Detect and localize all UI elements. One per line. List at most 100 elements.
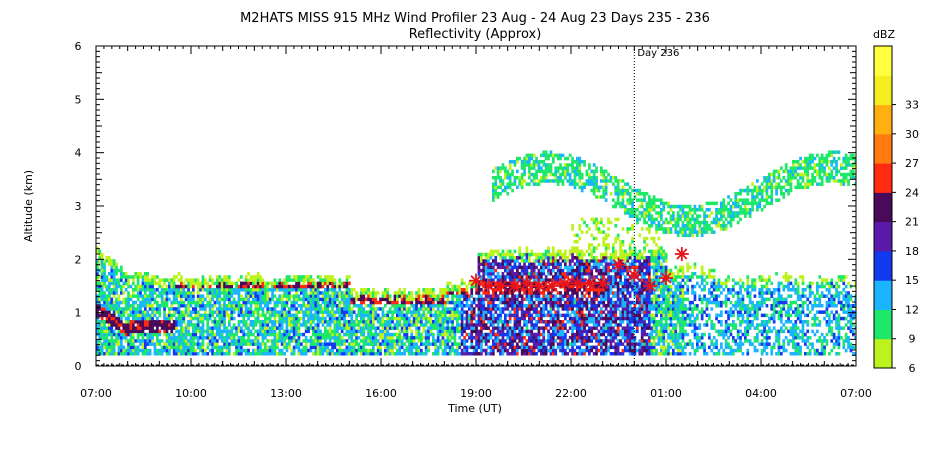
reflectivity-cell	[141, 342, 145, 346]
reflectivity-cell	[573, 172, 577, 177]
reflectivity-cell	[508, 179, 512, 183]
reflectivity-cell	[177, 348, 181, 353]
reflectivity-cell	[264, 348, 267, 353]
reflectivity-cell	[535, 310, 538, 314]
reflectivity-cell	[561, 278, 565, 282]
reflectivity-cell	[535, 291, 538, 295]
reflectivity-cell	[379, 297, 382, 302]
reflectivity-cell	[220, 307, 224, 311]
reflectivity-cell	[578, 304, 582, 308]
reflectivity-cell	[295, 310, 298, 314]
reflectivity-cell	[537, 336, 541, 340]
reflectivity-cell	[576, 313, 579, 318]
reflectivity-cell	[316, 332, 320, 337]
reflectivity-cell	[400, 326, 404, 330]
reflectivity-cell	[192, 326, 195, 330]
reflectivity-cell	[112, 304, 116, 308]
reflectivity-cell	[290, 288, 294, 292]
reflectivity-cell	[122, 313, 126, 318]
reflectivity-cell	[520, 316, 524, 321]
reflectivity-cell	[573, 233, 577, 238]
reflectivity-cell	[499, 326, 502, 330]
reflectivity-cell	[592, 172, 596, 177]
reflectivity-cell	[199, 304, 202, 308]
reflectivity-cell	[499, 185, 502, 190]
reflectivity-cell	[472, 297, 476, 302]
reflectivity-cell	[355, 320, 358, 324]
reflectivity-cell	[148, 342, 152, 346]
reflectivity-cell	[285, 326, 289, 330]
reflectivity-cell	[208, 310, 212, 314]
reflectivity-cell	[542, 291, 546, 295]
reflectivity-cell	[556, 259, 560, 263]
reflectivity-cell	[192, 281, 195, 286]
reflectivity-cell	[532, 281, 536, 286]
reflectivity-cell	[156, 323, 159, 327]
reflectivity-cell	[585, 316, 589, 321]
reflectivity-cell	[537, 262, 541, 266]
reflectivity-cell	[276, 313, 279, 318]
reflectivity-cell	[340, 300, 344, 305]
reflectivity-cell	[410, 345, 414, 350]
reflectivity-cell	[218, 332, 222, 337]
reflectivity-cell	[307, 284, 310, 289]
reflectivity-cell	[108, 348, 111, 353]
reflectivity-cell	[350, 288, 354, 292]
reflectivity-cell	[237, 352, 241, 356]
reflectivity-cell	[232, 316, 236, 321]
reflectivity-cell	[566, 352, 570, 356]
reflectivity-cell	[276, 342, 279, 346]
reflectivity-cell	[321, 345, 325, 350]
reflectivity-cell	[134, 348, 138, 353]
reflectivity-cell	[124, 288, 128, 292]
reflectivity-cell	[460, 281, 464, 286]
reflectivity-cell	[511, 288, 514, 292]
reflectivity-cell	[480, 294, 483, 298]
reflectivity-cell	[218, 320, 222, 324]
reflectivity-cell	[597, 329, 601, 334]
reflectivity-cell	[494, 179, 498, 183]
reflectivity-cell	[364, 336, 368, 340]
reflectivity-cell	[110, 332, 114, 337]
reflectivity-cell	[196, 323, 200, 327]
reflectivity-cell	[499, 352, 502, 356]
reflectivity-cell	[477, 342, 481, 346]
reflectivity-cell	[506, 272, 510, 276]
reflectivity-cell	[559, 153, 562, 158]
reflectivity-cell	[220, 352, 224, 356]
reflectivity-cell	[552, 262, 555, 266]
reflectivity-cell	[331, 348, 334, 353]
reflectivity-cell	[163, 332, 166, 337]
reflectivity-cell	[588, 166, 591, 170]
reflectivity-cell	[532, 291, 536, 295]
reflectivity-cell	[504, 169, 507, 174]
reflectivity-cell	[516, 169, 519, 174]
reflectivity-cell	[580, 272, 584, 276]
reflectivity-cell	[592, 291, 596, 295]
reflectivity-cell	[393, 291, 397, 295]
reflectivity-cell	[391, 316, 394, 321]
reflectivity-cell	[607, 227, 610, 231]
reflectivity-cell	[600, 288, 603, 292]
reflectivity-cell	[400, 304, 404, 308]
reflectivity-cell	[573, 288, 577, 292]
reflectivity-cell	[496, 320, 500, 324]
reflectivity-cell	[588, 326, 591, 330]
reflectivity-cell	[561, 304, 565, 308]
reflectivity-cell	[98, 339, 102, 343]
reflectivity-cell	[120, 300, 123, 305]
reflectivity-cell	[530, 288, 534, 292]
reflectivity-cell	[525, 329, 529, 334]
reflectivity-cell	[201, 275, 205, 279]
reflectivity-cell	[511, 275, 514, 279]
reflectivity-cell	[177, 323, 181, 327]
reflectivity-cell	[559, 272, 562, 276]
reflectivity-cell	[602, 294, 606, 298]
reflectivity-cell	[110, 320, 114, 324]
reflectivity-cell	[463, 310, 466, 314]
reflectivity-cell	[103, 307, 106, 311]
reflectivity-cell	[523, 316, 526, 321]
reflectivity-cell	[456, 323, 459, 327]
reflectivity-cell	[379, 320, 382, 324]
reflectivity-cell	[566, 291, 570, 295]
